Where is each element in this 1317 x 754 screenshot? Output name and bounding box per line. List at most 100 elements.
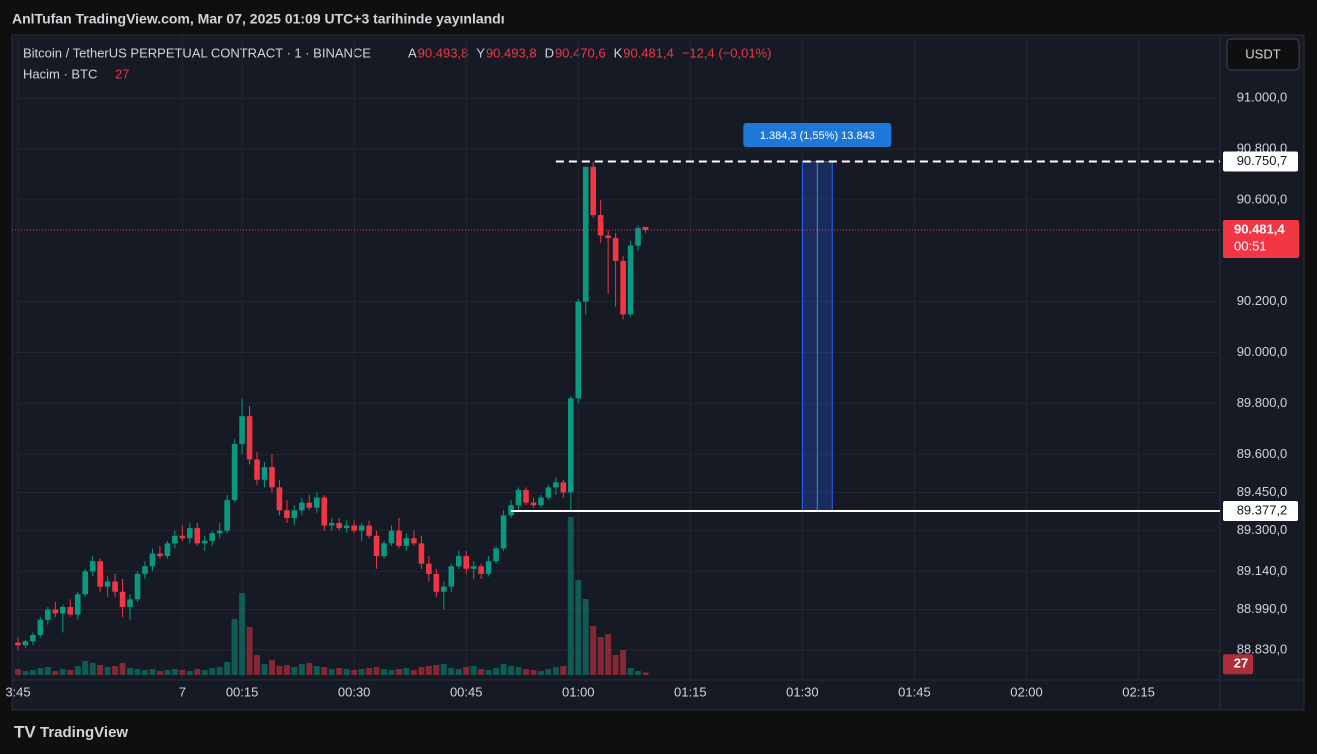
- candle-body: [216, 530, 223, 534]
- price-line-tag: [1223, 151, 1298, 172]
- volume-bar: [336, 668, 343, 675]
- x-tick-label: 02:00: [1010, 684, 1043, 699]
- volume-bar: [74, 666, 81, 675]
- volume-tag-label: 27: [1234, 656, 1248, 671]
- candle-body: [127, 599, 133, 607]
- volume-bar: [291, 667, 298, 675]
- volume-bar: [552, 667, 559, 675]
- candle-body: [388, 530, 395, 544]
- volume-bar: [89, 663, 96, 675]
- volume-bar: [425, 666, 432, 675]
- volume-bar: [537, 671, 544, 675]
- candle-body: [373, 535, 380, 557]
- legend-value: 90.470,6: [555, 45, 606, 60]
- candle-body: [37, 619, 44, 635]
- volume-bar: [635, 671, 642, 675]
- volume-bar: [530, 670, 537, 675]
- candle-body: [441, 586, 447, 592]
- x-tick-label: 00:45: [450, 684, 483, 699]
- volume-bar: [463, 667, 470, 675]
- volume-bar: [306, 663, 313, 675]
- candle-body: [478, 566, 484, 574]
- volume-bar: [209, 668, 216, 675]
- volume-bar: [403, 668, 410, 675]
- candle-body: [366, 525, 372, 536]
- candle-body: [142, 566, 148, 574]
- candle-body: [582, 166, 589, 302]
- candle-body: [299, 502, 305, 511]
- candle-body: [455, 556, 462, 567]
- candle-body: [89, 561, 96, 572]
- volume-bar: [508, 666, 515, 675]
- volume-bar: [37, 668, 44, 675]
- candle-body: [52, 609, 59, 614]
- candle-body: [269, 467, 275, 488]
- legend-value: 90.481,4: [623, 45, 674, 60]
- volume-bar: [194, 669, 201, 675]
- volume-bar: [605, 634, 612, 675]
- candle-body: [493, 548, 499, 562]
- volume-bar: [388, 670, 395, 675]
- x-tick-label: 00:15: [226, 684, 259, 699]
- volume-bar: [478, 669, 485, 675]
- volume-bar: [171, 669, 178, 675]
- last-price-label: 90.481,4: [1234, 221, 1285, 236]
- candle-body: [568, 398, 574, 493]
- x-tick-label: 01:15: [674, 684, 707, 699]
- x-tick-label: 3:45: [5, 684, 30, 699]
- price-line-label: 89.377,2: [1237, 502, 1288, 517]
- volume-bar: [328, 669, 335, 675]
- candle-body: [433, 573, 440, 592]
- volume-bar: [127, 668, 134, 675]
- candle-body: [157, 553, 163, 557]
- candle-body: [523, 489, 529, 503]
- candle-body: [231, 444, 238, 501]
- y-tick-label: 90.000,0: [1237, 344, 1288, 359]
- volume-bar: [298, 664, 305, 675]
- candle-body: [172, 535, 178, 544]
- candle-body: [314, 497, 320, 508]
- volume-bar: [433, 665, 440, 675]
- volume-tag: [1223, 654, 1253, 675]
- candle-body: [515, 489, 522, 506]
- volume-bar: [440, 664, 447, 675]
- volume-bar: [545, 669, 552, 675]
- volume-bar: [112, 666, 119, 675]
- candle-body: [60, 606, 66, 614]
- candle-body: [112, 581, 118, 592]
- volume-bar: [268, 660, 275, 675]
- candle-body: [209, 533, 216, 541]
- y-tick-label: 89.800,0: [1237, 395, 1288, 410]
- volume-bar: [455, 669, 462, 675]
- candle-body: [224, 500, 230, 531]
- volume-bar: [560, 666, 567, 675]
- candle-body: [627, 245, 634, 315]
- volume-bar: [381, 669, 388, 675]
- y-tick-label: 90.600,0: [1237, 191, 1288, 206]
- volume-bar: [224, 662, 231, 675]
- candle-body: [97, 561, 103, 587]
- candle-body: [575, 301, 582, 399]
- volume-bar: [156, 671, 163, 675]
- candle-body: [590, 166, 597, 216]
- y-tick-label: 88.830,0: [1237, 642, 1288, 657]
- candle-body: [321, 497, 328, 526]
- candle-body: [104, 581, 111, 587]
- candle-body: [254, 459, 260, 480]
- volume-bar: [254, 655, 261, 675]
- currency-button[interactable]: [1226, 38, 1300, 71]
- volume-bar: [186, 671, 193, 675]
- candle-body: [642, 226, 649, 231]
- volume-bar: [67, 670, 74, 675]
- volume-bar: [104, 667, 111, 675]
- volume-bar: [485, 670, 492, 675]
- currency[interactable]: USDT: [1245, 46, 1280, 61]
- candle-body: [448, 566, 455, 587]
- candle-body: [291, 510, 298, 518]
- volume-bar: [59, 669, 66, 675]
- volume-bar: [358, 669, 365, 675]
- volume-bar: [575, 580, 582, 675]
- volume-bar: [343, 669, 350, 675]
